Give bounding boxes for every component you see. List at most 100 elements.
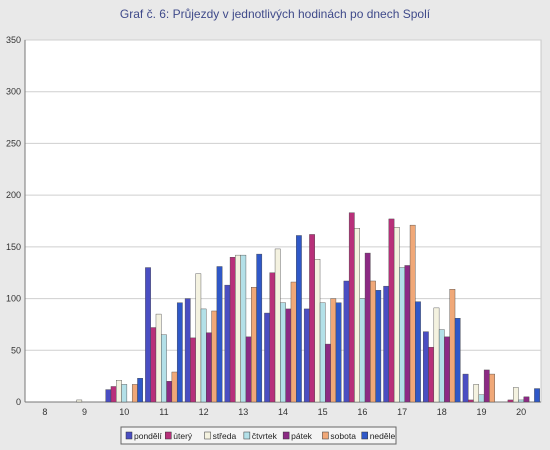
bar [449, 289, 456, 403]
legend-swatch [125, 431, 133, 440]
bar [325, 343, 331, 403]
bar [423, 331, 429, 403]
legend-swatch [361, 431, 368, 440]
y-tick-label: 300 [6, 87, 21, 97]
bar [330, 298, 337, 403]
bar [534, 388, 540, 403]
x-tick-label: 18 [437, 407, 447, 417]
bar [404, 265, 411, 403]
legend-label: pondělí [134, 431, 163, 441]
bar [483, 369, 490, 403]
bar [264, 312, 270, 403]
y-tick-label: 200 [6, 190, 21, 200]
bar [309, 234, 315, 403]
bar [444, 336, 450, 403]
x-tick-label: 9 [82, 407, 87, 417]
bar [285, 308, 292, 403]
bar [303, 308, 310, 403]
bar [150, 327, 157, 403]
y-tick-label: 0 [16, 397, 21, 407]
bar [354, 228, 360, 403]
bar [375, 290, 382, 403]
bar [131, 384, 138, 403]
bar [343, 280, 350, 403]
bar [428, 346, 435, 403]
legend-label: úterý [173, 431, 193, 441]
bar [116, 380, 122, 403]
bar [121, 384, 128, 403]
legend-label: neděle [370, 431, 396, 441]
bar [161, 334, 167, 403]
bar [433, 307, 440, 403]
bar [206, 332, 212, 403]
bar [359, 298, 366, 403]
bar [280, 302, 286, 403]
bar [245, 336, 252, 403]
x-tick-label: 11 [159, 407, 168, 417]
bar [438, 329, 445, 403]
bar [229, 257, 236, 403]
x-tick-label: 16 [357, 407, 367, 417]
bar [370, 280, 376, 403]
legend-swatch [322, 431, 329, 440]
bar [211, 310, 218, 403]
bar [269, 272, 276, 403]
x-tick-label: 14 [278, 407, 288, 417]
legend-label: čtvrtek [252, 431, 278, 441]
x-tick-label: 10 [119, 407, 129, 417]
bar [523, 396, 530, 403]
x-tick-label: 8 [42, 407, 47, 417]
bar [137, 378, 143, 403]
bar [184, 298, 191, 403]
bar [462, 373, 469, 403]
bar [393, 227, 400, 403]
bar [314, 259, 321, 403]
x-tick-label: 12 [199, 407, 209, 417]
y-tick-label: 350 [6, 35, 21, 45]
legend-swatch [282, 431, 290, 440]
legend-swatch [165, 431, 172, 440]
legend-label: středa [213, 431, 237, 441]
bar [274, 248, 281, 403]
bar [348, 212, 355, 403]
bar [195, 273, 202, 403]
y-tick-label: 250 [6, 138, 21, 148]
bar [155, 313, 162, 403]
bar [296, 235, 302, 403]
bar [145, 267, 151, 403]
bar [290, 281, 297, 403]
bar [105, 389, 112, 403]
bar [513, 387, 519, 403]
bar [166, 381, 173, 403]
x-tick-label: 15 [318, 407, 328, 417]
bar [224, 284, 231, 403]
legend-swatch [204, 431, 211, 440]
bar [176, 302, 183, 403]
legend-swatch [243, 431, 251, 440]
bar [251, 286, 257, 403]
bar [216, 266, 223, 403]
y-tick-label: 100 [6, 294, 21, 304]
bar [235, 254, 241, 403]
bar [76, 399, 83, 403]
bar [364, 252, 371, 403]
bar [399, 267, 405, 403]
x-tick-label: 20 [516, 407, 526, 417]
bar [415, 301, 421, 403]
x-tick-label: 17 [397, 407, 407, 417]
x-tick-label: 13 [238, 407, 248, 417]
bar [110, 386, 117, 403]
bar [383, 285, 390, 403]
bar [489, 373, 495, 403]
bar [200, 308, 207, 403]
bar [468, 399, 474, 403]
legend-label: pátek [291, 431, 313, 441]
bar [335, 302, 342, 403]
y-tick-label: 150 [6, 242, 21, 252]
bar [473, 384, 480, 403]
x-tick-label: 19 [476, 407, 486, 417]
bar [454, 318, 461, 403]
bar [478, 394, 485, 403]
bar [518, 399, 525, 403]
